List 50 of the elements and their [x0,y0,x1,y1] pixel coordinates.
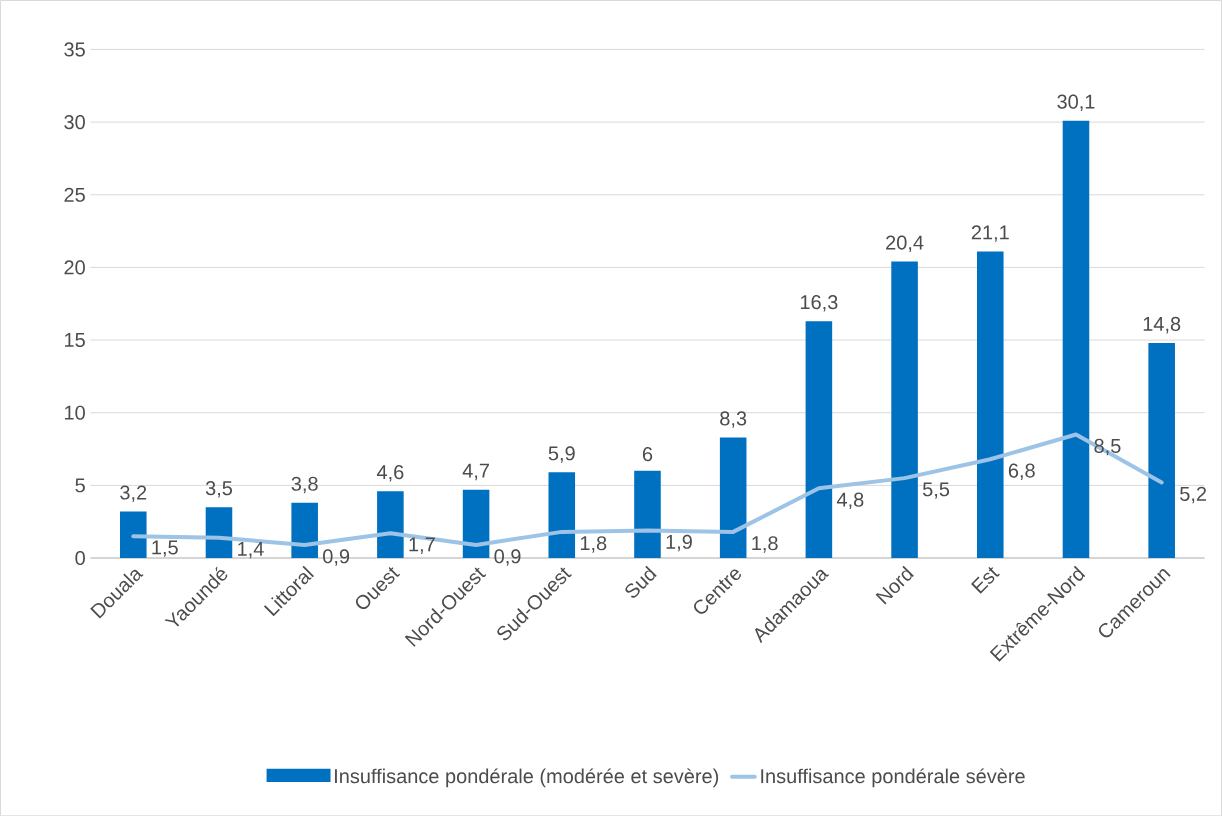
y-tick-label: 5 [75,478,85,493]
data-label: 0,9 [494,549,521,566]
data-label: 20,4 [886,235,924,252]
data-label: 4,6 [376,464,404,482]
bar [462,489,490,558]
y-tick-label: 15 [65,332,85,347]
bar [377,491,404,558]
bar [1062,120,1090,558]
bar [119,511,147,558]
data-label: 1,7 [409,537,435,554]
bar [548,472,576,558]
data-label: 1,4 [238,541,264,559]
data-label: 8,3 [720,411,747,428]
y-tick-label: 10 [65,405,85,420]
data-label: 6 [642,446,653,462]
data-label: 0,9 [323,549,350,566]
data-label: 3,5 [205,480,233,498]
bar [1148,342,1175,558]
y-tick-label: 25 [64,187,85,202]
y-tick-label: 35 [64,42,85,57]
data-label: 5,5 [922,482,950,499]
data-label: 6,8 [1008,463,1035,480]
data-label: 21,1 [971,225,1009,242]
bar [976,251,1004,558]
bar [291,502,318,558]
y-tick-label: 0 [75,550,85,565]
x-tick-label: Sud [625,565,657,598]
legend-label: Insuffisance pondérale (modérée et sevère) [335,768,719,788]
data-label: 1,5 [152,540,178,557]
data-label: 30,1 [1057,94,1095,111]
data-label: 1,9 [666,534,692,552]
data-label: 8,5 [1094,438,1121,456]
data-label: 1,8 [752,535,778,553]
bar [805,321,833,558]
legend-label: Insuffisance pondérale sévère [761,768,1025,788]
data-label: 3,8 [291,476,318,494]
data-label: 1,8 [580,535,607,553]
data-label: 4,8 [836,492,864,509]
data-label: 3,2 [120,485,147,502]
y-tick-label: 20 [64,260,85,275]
data-label: 5,9 [548,446,575,463]
bar [719,437,747,558]
data-label: 14,8 [1143,316,1181,334]
bar [634,470,661,558]
bar [205,507,233,558]
data-label: 5,2 [1180,486,1207,504]
y-tick-label: 30 [64,114,85,130]
bar [891,261,918,558]
data-label: 16,3 [800,294,838,312]
data-label: 4,7 [462,463,489,480]
